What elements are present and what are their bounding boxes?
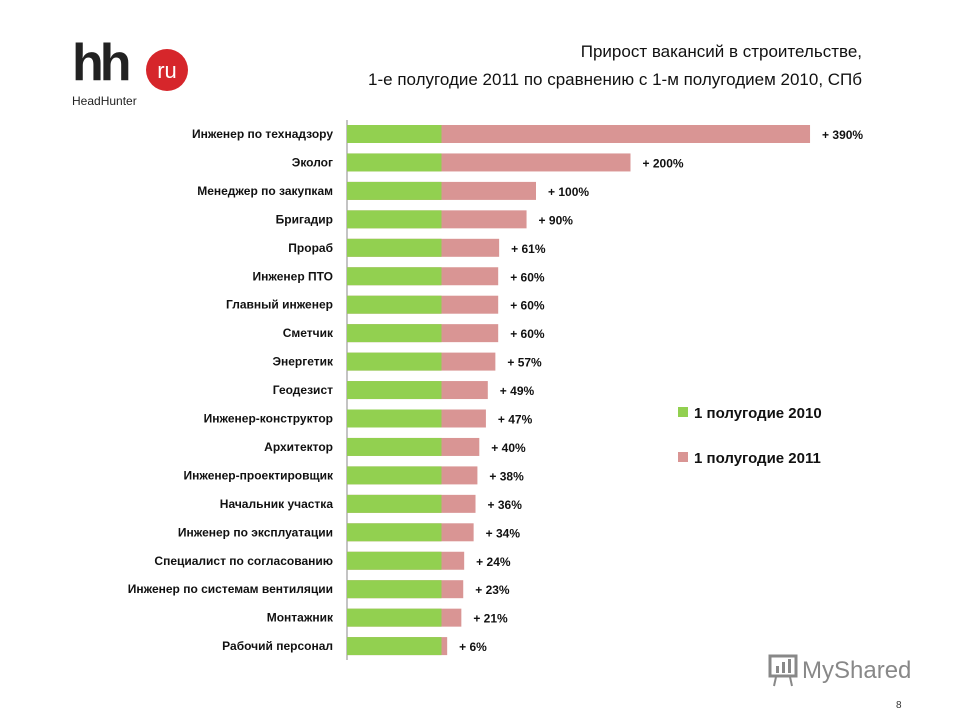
bar-2010 [347,125,442,143]
data-label: + 36% [488,498,523,512]
category-label: Менеджер по закупкам [197,184,333,198]
bar-2010 [347,608,442,627]
data-label: + 60% [510,327,545,341]
bar-2010 [347,637,442,656]
category-label: Инженер по системам вентиляции [128,582,333,596]
watermark-text: MyShared [802,657,911,684]
data-label: + 38% [489,469,524,483]
logo-badge: ru [157,58,177,83]
data-label: + 61% [511,242,546,256]
bar-2010 [347,153,442,172]
category-label: Монтажник [267,611,334,625]
category-label: Прораб [288,241,333,255]
chart-subtitle: 1-е полугодие 2011 по сравнению с 1-м по… [368,70,862,89]
bar-2010 [347,523,442,542]
myshared-watermark: MyShared [768,654,911,687]
data-label: + 90% [539,213,574,227]
data-label: + 390% [822,128,863,142]
data-label: + 49% [500,384,535,398]
bar-2010 [347,352,442,371]
category-label: Инженер ПТО [253,269,333,283]
category-label: Инженер по эксплуатации [178,525,333,539]
bar-2010 [347,494,442,513]
data-label: + 23% [475,583,510,597]
legend-label: 1 полугодие 2011 [694,450,821,467]
category-label: Сметчик [283,326,334,340]
category-label: Главный инженер [226,298,333,312]
category-label: Начальник участка [220,497,334,511]
category-label: Геодезист [273,383,333,397]
logo-text: hh [72,36,129,92]
legend-swatch [678,452,688,462]
data-label: + 57% [507,356,542,370]
bar-2010 [347,295,442,314]
bar-2010 [347,210,442,229]
data-label: + 200% [643,156,684,170]
data-label: + 40% [491,441,526,455]
page-number: 8 [896,700,902,711]
bar-2010 [347,238,442,257]
bar-2010 [347,409,442,428]
bar-2010 [347,551,442,570]
data-label: + 60% [510,299,545,313]
bar-2010 [347,437,442,456]
bar-2010 [347,580,442,599]
bar-2010 [347,381,442,400]
bar-2010 [347,181,442,200]
category-label: Рабочий персонал [222,639,333,653]
category-label: Специалист по согласованию [154,554,333,568]
category-label: Инженер-проектировщик [183,468,334,482]
data-label: + 6% [459,640,487,654]
data-label: + 34% [486,526,521,540]
headhunter-logo: hh ru HeadHunter [72,36,188,108]
data-label: + 24% [476,555,511,569]
category-label: Эколог [292,155,333,169]
chart-title: Прирост вакансий в строительстве, [580,42,862,61]
category-label: Инженер-конструктор [204,412,333,426]
bar-2011 [347,125,811,143]
legend-label: 1 полугодие 2010 [694,405,822,422]
legend-swatch [678,407,688,417]
data-label: + 60% [510,270,545,284]
data-label: + 100% [548,185,589,199]
bar-2010 [347,267,442,286]
bar-2010 [347,324,442,343]
data-label: + 47% [498,413,533,427]
category-label: Инженер по технадзору [192,127,333,141]
logo-caption: HeadHunter [72,94,137,108]
data-label: + 21% [473,612,508,626]
category-label: Бригадир [276,212,333,226]
category-label: Архитектор [264,440,333,454]
bar-2010 [347,466,442,485]
category-label: Энергетик [272,355,334,369]
